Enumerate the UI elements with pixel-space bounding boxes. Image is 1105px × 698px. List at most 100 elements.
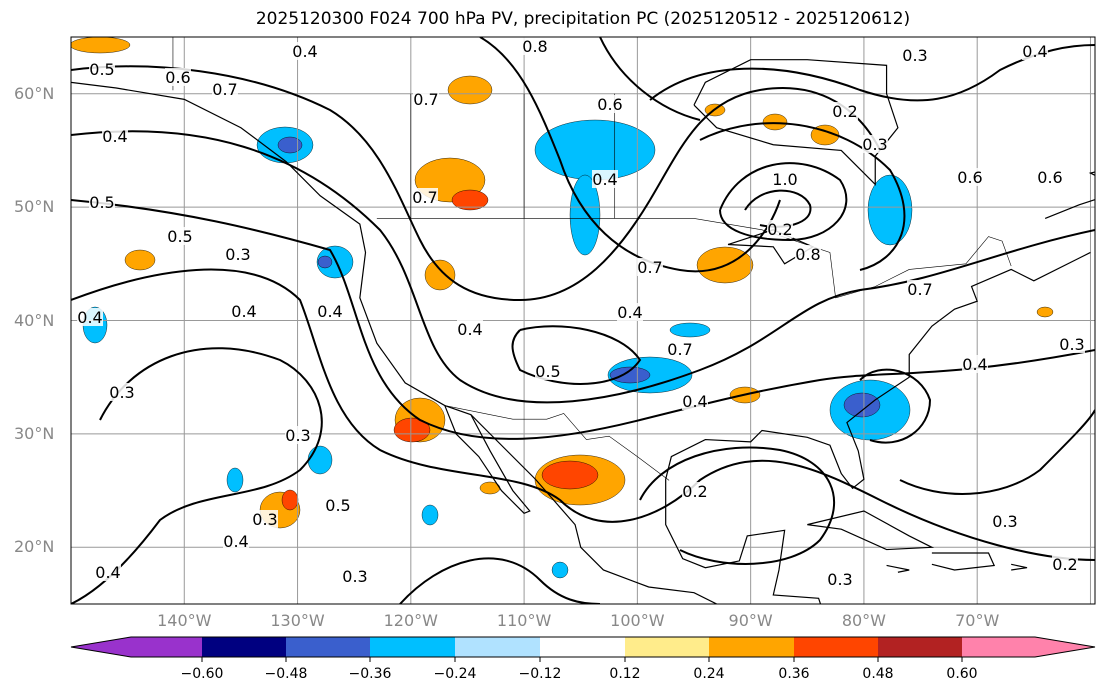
contour-label-bg: [535, 362, 561, 380]
colorbar-tick-label: 0.24: [693, 666, 725, 682]
contour-label-bg: [342, 567, 368, 585]
lon-label: 130°W: [270, 611, 325, 630]
precip-area: [307, 445, 333, 475]
contour-label-bg: [597, 95, 623, 113]
contour-label-bg: [457, 320, 483, 338]
contour-label-bg: [77, 308, 103, 326]
contour-label-bg: [1022, 42, 1048, 60]
contour-label-bg: [767, 220, 793, 238]
colorbar-segment: [131, 637, 202, 657]
coastline: [807, 510, 935, 551]
contour-labels: 0.5 0.60.70.40.40.50.50.30.4 0.40.30.30.50…: [77, 37, 1085, 589]
contour-label: 0.2: [682, 482, 707, 501]
precip-area: [609, 366, 651, 384]
contour-label: 1.0: [772, 170, 797, 189]
colorbar-tick-label: −0.48: [264, 666, 308, 682]
pv-contour: [479, 37, 781, 273]
lon-label: 100°W: [610, 611, 665, 630]
coastline: [693, 59, 899, 186]
precip-area: [447, 75, 493, 105]
contour-label-bg: [225, 245, 251, 263]
contour-label-bg: [957, 168, 983, 186]
contour-label-bg: [223, 532, 249, 550]
precip-area: [762, 113, 788, 131]
contour-label: 0.4: [1022, 42, 1047, 61]
pv-contour: [399, 557, 601, 604]
contour-label: 0.6: [957, 168, 982, 187]
contour-label: 0.4: [592, 170, 617, 189]
contour-label: 0.4: [457, 320, 482, 339]
contour-label-bg: [1037, 168, 1063, 186]
contour-label-bg: [1052, 555, 1078, 573]
contour-label: 0.2: [767, 220, 792, 239]
contour-label: 0.7: [637, 258, 662, 277]
lon-label: 90°W: [728, 611, 773, 630]
contour-label: 0.5: [167, 227, 192, 246]
contour-label-bg: [109, 383, 135, 401]
border: [376, 218, 1012, 299]
colorbar-segment: [794, 637, 878, 657]
precip-area: [277, 136, 303, 154]
contour-label: 0.4: [223, 532, 248, 551]
pv-contour: [511, 325, 642, 385]
contour-label-bg: [285, 426, 311, 444]
pv-contour: [719, 162, 848, 242]
contour-label: 0.5: [535, 362, 560, 381]
lon-label: 80°W: [841, 611, 886, 630]
contour-label-bg: [95, 563, 121, 581]
contour-label: 0.3: [992, 512, 1017, 531]
precip-area: [424, 259, 456, 291]
contour-label-bg: [102, 127, 128, 145]
contour-label-bg: [772, 170, 798, 188]
contour-label: 0.4: [682, 392, 707, 411]
colorbar-segment: [202, 637, 286, 657]
contour-label-bg: [165, 68, 191, 86]
pv-contour: [71, 347, 323, 604]
contour-label-bg: [902, 46, 928, 64]
lon-label: 120°W: [383, 611, 438, 630]
colorbar-segment: [455, 637, 540, 657]
precip-area: [541, 460, 599, 490]
contour-label: 0.4: [231, 302, 256, 321]
lat-label: 20°N: [14, 537, 55, 557]
precip-area: [843, 392, 881, 418]
contour-label: 0.6: [1037, 168, 1062, 187]
colorbar-tick-label: 0.60: [946, 666, 978, 682]
contour-label-bg: [412, 188, 438, 206]
precip-area: [551, 561, 569, 579]
contour-label-bg: [231, 302, 257, 320]
contour-label-bg: [827, 570, 853, 588]
colorbar-segment: [540, 637, 625, 657]
lat-label: 60°N: [14, 83, 55, 103]
pv-contour: [899, 409, 1095, 495]
contour-label-bg: [907, 280, 933, 298]
lat-label: 40°N: [14, 310, 55, 330]
contour-label-bg: [637, 258, 663, 276]
contour-label-bg: [413, 90, 439, 108]
map-frame: [70, 36, 1096, 605]
colorbar-tick-label: 0.36: [778, 666, 810, 682]
contour-label: 0.7: [412, 188, 437, 207]
contour-label-bg: [862, 135, 888, 153]
contour-label: 0.8: [795, 245, 820, 264]
contour-label: 0.4: [317, 302, 342, 321]
contour-label-bg: [592, 170, 618, 188]
lat-label: 50°N: [14, 197, 55, 217]
contour-label: 0.8: [522, 37, 547, 56]
map-title: 2025120300 F024 700 hPa PV, precipitatio…: [255, 9, 911, 29]
contour-label-bg: [325, 496, 351, 514]
contour-label: 0.3: [225, 245, 250, 264]
contour-label: 0.3: [1059, 335, 1084, 354]
contour-label-bg: [167, 227, 193, 245]
contour-label: 0.7: [907, 280, 932, 299]
pv-contour: [599, 37, 701, 121]
lon-label: 70°W: [955, 611, 1000, 630]
contour-label-bg: [212, 80, 238, 98]
pv-contour: [859, 368, 932, 444]
precip-area: [451, 189, 489, 211]
contour-label-bg: [252, 510, 278, 528]
border: [444, 405, 670, 481]
contour-label: 0.3: [285, 426, 310, 445]
contour-label-bg: [89, 193, 115, 211]
